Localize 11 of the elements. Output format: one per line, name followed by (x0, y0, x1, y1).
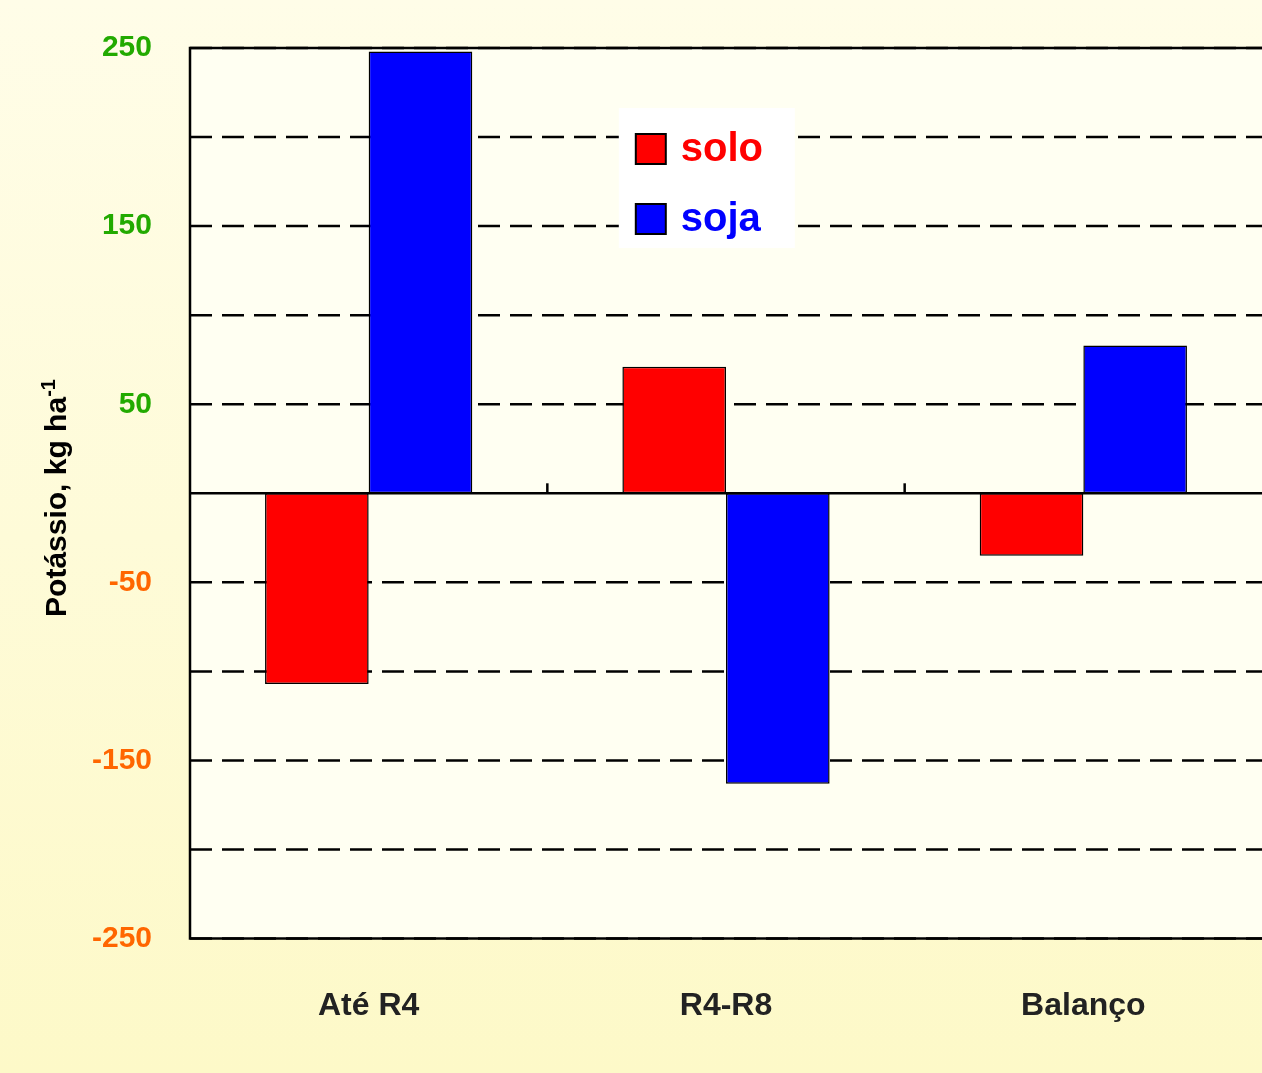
x-tick-label: Balanço (1021, 985, 1146, 1022)
y-tick-label: 150 (101, 207, 152, 241)
y-tick-label: -250 (91, 919, 152, 953)
y-tick-label: -150 (91, 741, 152, 775)
y-tick-label: -50 (108, 563, 152, 597)
x-tick-label: R4-R8 (679, 985, 773, 1022)
y-tick-label: 50 (118, 385, 152, 419)
y-tick-label: 250 (101, 29, 152, 63)
x-tick-label: Até R4 (317, 985, 420, 1022)
legend-label: solo (680, 125, 764, 170)
legend-label: soja (680, 195, 762, 240)
